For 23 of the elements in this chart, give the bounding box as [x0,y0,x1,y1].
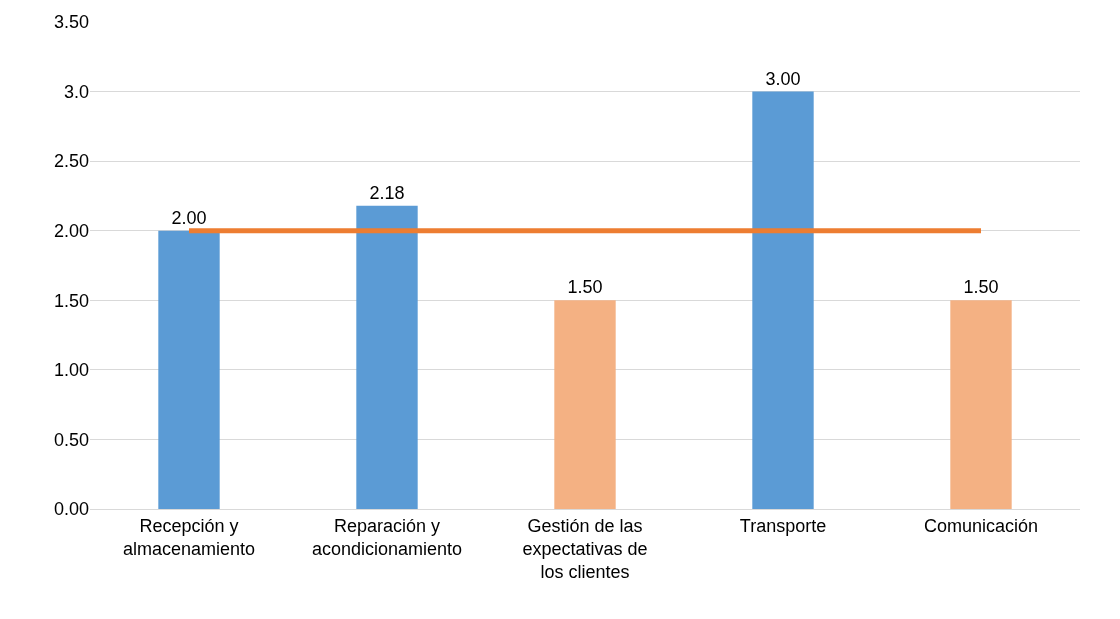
x-tick-label: Transporte [739,515,827,536]
data-label: 1.50 [567,277,603,298]
y-tick-label: 1.00 [53,360,89,381]
y-tick-label: 3.0 [63,81,89,102]
data-label: 2.00 [171,207,207,228]
y-tick-label: 2.50 [53,151,89,172]
data-label: 1.50 [963,277,999,298]
y-tick-label: 0.50 [53,429,89,450]
y-tick-label: 2.00 [53,221,89,242]
bar [158,230,220,509]
bar [752,91,814,509]
x-tick-label: Reparación y acondicionamiento [311,515,463,559]
x-tick-label: Gestión de las expectativas de los clientes [522,515,648,583]
data-label: 3.00 [765,68,801,89]
bar [554,300,616,509]
x-tick-label: Comunicación [923,515,1039,536]
x-tick-label: Recepción y almacenamiento [122,515,256,559]
data-label: 2.18 [369,182,405,203]
y-tick-label: 1.50 [53,290,89,311]
bar [950,300,1012,509]
y-tick-label: 0.00 [53,499,89,520]
bar [356,205,418,509]
y-tick-label: 3.50 [53,12,89,33]
